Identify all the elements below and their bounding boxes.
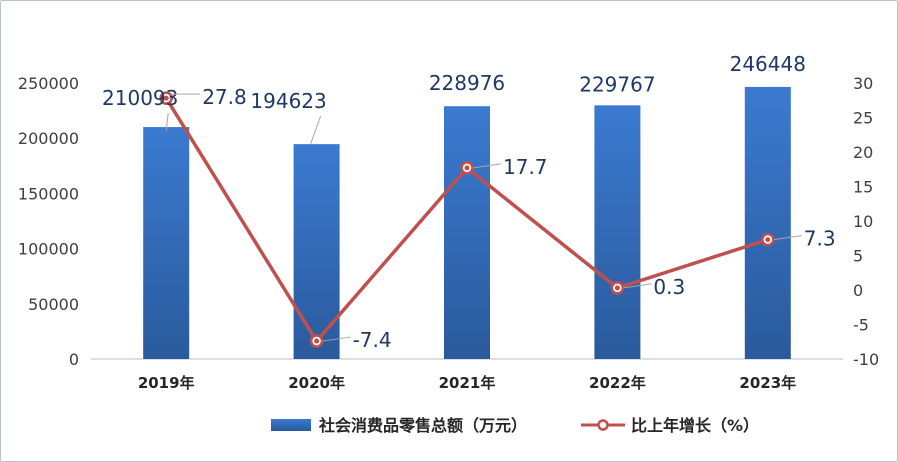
y-right-tick-label: 25 [853,109,873,128]
x-category-label: 2021年 [439,374,496,392]
y-left-tick-label: 250000 [18,74,79,93]
bar-label-leader [310,115,322,145]
line-value-label: 27.8 [202,85,247,109]
y-right-tick-label: 30 [853,74,873,93]
y-right-tick-label: 5 [853,247,863,266]
bar [444,106,490,359]
bar-value-label: 229767 [579,72,655,96]
bar-label-leader [165,113,169,132]
bar-series [143,86,791,359]
x-category-label: 2023年 [739,374,796,392]
line-label-leader [322,336,351,342]
line-point-core [314,338,320,344]
bar-value-label: 228976 [429,71,505,95]
legend-bar-label: 社会消费品零售总额（万元） [318,416,527,435]
line-series [159,91,775,348]
y-left-tick-label: 200000 [18,129,79,148]
legend-line-label: 比上年增长（%） [631,416,759,435]
bar-value-label: 246448 [730,52,806,76]
legend-bar-swatch [271,419,311,431]
bar [744,86,791,359]
bar [293,144,340,359]
line-value-label: -7.4 [353,328,392,352]
line-label-leader [773,235,802,241]
x-category-label: 2020年 [288,374,345,392]
y-right-tick-label: 20 [853,143,873,162]
line-point-core [614,285,620,291]
line-point-core [163,95,169,101]
y-left-tick-label: 100000 [18,240,79,259]
line-label-leader [623,283,652,289]
y-left-tick-label: 0 [69,350,79,369]
line-point-core [464,165,470,171]
y-right-tick-label: 15 [853,178,873,197]
y-left-tick-label: 150000 [18,184,79,203]
line-value-label: 0.3 [653,275,685,299]
y-left-tick-label: 50000 [28,295,79,314]
x-category-label: 2019年 [138,374,195,392]
bar-value-label: 210093 [102,86,178,110]
y-right-tick-label: -10 [853,350,879,369]
x-category-label: 2022年 [589,374,646,392]
line-label-leader [472,163,502,169]
legend-line-marker [597,419,609,431]
line-value-label: 7.3 [804,227,836,251]
line-value-label: 17.7 [503,155,548,179]
data-labels: 210093 194623 228976 229767 246448 27.8 -7.4 17… [102,52,836,352]
line-point-core [765,237,771,243]
y-right-tick-label: -5 [853,316,869,335]
bar [143,127,190,359]
legend: 社会消费品零售总额（万元） 比上年增长（%） [271,416,759,435]
bar [594,105,641,359]
y-right-tick-label: 0 [853,281,863,300]
bar-value-label: 194623 [250,89,326,113]
axes-group: 0 50000 100000 150000 200000 250000 -10 -5 0 5 10 1… [18,74,879,392]
y-right-tick-label: 10 [853,212,873,231]
